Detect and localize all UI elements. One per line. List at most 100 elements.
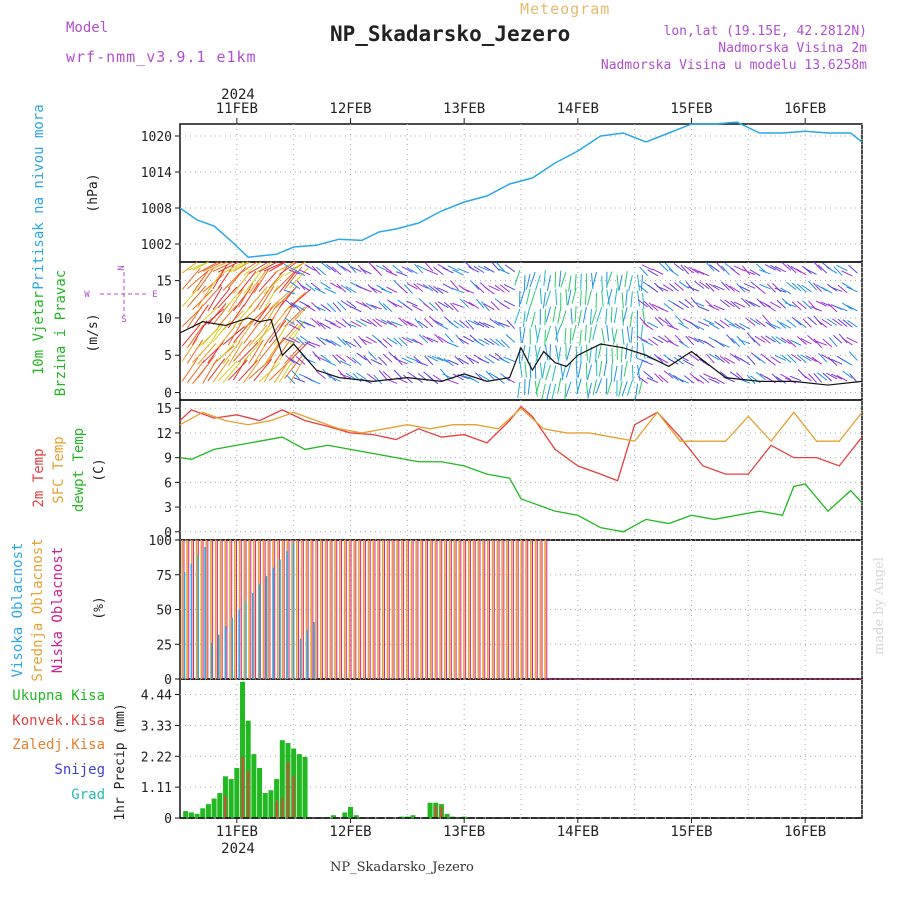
wind-arrow	[484, 355, 495, 364]
wind-arrow	[197, 267, 215, 291]
wind-arrow	[503, 300, 515, 307]
wind-arrow	[770, 301, 781, 309]
y-tick-label: 1008	[141, 202, 172, 217]
wind-arrow	[787, 264, 797, 274]
wind-arrow	[703, 318, 715, 325]
wind-arrow	[730, 300, 741, 310]
wind-arrow	[647, 321, 659, 329]
wind-arrow	[443, 301, 454, 311]
wind-arrow	[684, 375, 695, 384]
wind-arrow	[437, 287, 449, 294]
wind-arrow	[807, 280, 817, 291]
precip-total-bar	[234, 767, 240, 818]
wind-arrow	[432, 374, 444, 383]
temp-sfc-label: SFC Temp	[51, 436, 67, 503]
wind-arrow	[613, 365, 618, 382]
wind-arrow	[596, 307, 603, 323]
wind-arrow	[808, 373, 817, 383]
wind-arrow	[618, 274, 623, 291]
wind-arrow	[253, 302, 272, 326]
wind-arrow	[546, 383, 552, 400]
wind-arrow	[813, 261, 823, 271]
wind-arrow	[504, 264, 516, 273]
wind-arrow	[380, 288, 393, 294]
wind-arrow	[406, 320, 418, 328]
wind-arrow	[729, 285, 741, 293]
wind-arrow	[595, 378, 603, 394]
wind-arrow	[688, 353, 700, 362]
wind-arrow	[827, 303, 838, 313]
wind-arrow	[796, 300, 807, 310]
wind-arrow	[289, 281, 301, 290]
wind-arrow	[524, 361, 527, 378]
wind-arrow	[283, 289, 295, 295]
wind-arrow	[607, 288, 613, 305]
wind-arrow	[708, 353, 720, 361]
wind-arrow	[289, 304, 310, 326]
wind-arrow	[555, 288, 558, 305]
wind-arrow	[642, 322, 654, 331]
wind-arrow	[217, 339, 238, 362]
precip-convective-bar	[241, 756, 244, 818]
wind-arrow	[316, 336, 326, 346]
wind-arrow	[739, 322, 751, 330]
wind-arrow	[805, 268, 817, 275]
wind-arrow	[395, 271, 408, 277]
wind-arrow	[437, 301, 449, 308]
wind-arrow	[837, 284, 848, 294]
wind-arrow	[403, 374, 413, 384]
wind-arrow	[749, 301, 761, 308]
wind-arrow	[424, 261, 434, 272]
wind-arrow	[217, 360, 238, 382]
precip-total-bar	[444, 813, 450, 818]
wind-arrow	[294, 304, 306, 311]
wind-arrow	[473, 339, 485, 347]
wind-arrow	[699, 281, 710, 290]
wind-arrow	[414, 318, 424, 329]
wind-arrow	[299, 320, 311, 326]
wind-arrow	[774, 354, 787, 361]
wind-arrow	[826, 266, 838, 274]
wind-arrow	[316, 320, 326, 330]
top-day-label: 15FEB	[670, 101, 712, 117]
wind-arrow	[714, 354, 725, 363]
wind-arrow	[519, 361, 523, 378]
top-year-label: 2024	[221, 87, 255, 103]
precip-total-bar	[330, 815, 336, 818]
wind-arrow	[468, 301, 480, 309]
wind-arrow	[233, 305, 253, 327]
wind-arrow	[457, 267, 469, 274]
wind-arrow	[181, 267, 201, 290]
wind-arrow	[636, 360, 644, 376]
wind-arrow	[780, 337, 792, 345]
wind-arrow	[345, 372, 357, 380]
wind-arrow	[693, 337, 705, 345]
wind-arrow	[789, 375, 802, 382]
wind-arrow	[775, 336, 787, 344]
wind-arrow	[721, 265, 730, 276]
y-tick-label: 12	[156, 427, 172, 442]
wind-arrow	[361, 301, 372, 311]
wind-arrow	[217, 325, 236, 348]
wind-arrow	[192, 304, 209, 329]
wind-arrow	[706, 353, 715, 364]
wind-arrow	[657, 335, 669, 343]
wind-arrow	[605, 378, 608, 395]
wind-arrow	[324, 287, 336, 294]
wind-arrow	[423, 302, 434, 312]
wind-arrow	[759, 283, 771, 290]
wind-arrow	[181, 285, 202, 307]
wind-arrow	[634, 383, 639, 400]
wind-arrow	[337, 336, 347, 346]
wind-arrow	[584, 288, 587, 305]
bottom-day-label: 14FEB	[557, 824, 599, 840]
wind-arrow	[447, 379, 459, 385]
wind-arrow	[657, 356, 669, 364]
wind-arrow	[544, 329, 546, 346]
wind-arrow	[422, 283, 434, 292]
wind-arrow	[212, 359, 230, 383]
wind-arrow	[766, 283, 776, 293]
wind-arrow	[385, 270, 398, 276]
wind-arrow	[725, 283, 736, 292]
precip-total-bar	[348, 806, 353, 818]
